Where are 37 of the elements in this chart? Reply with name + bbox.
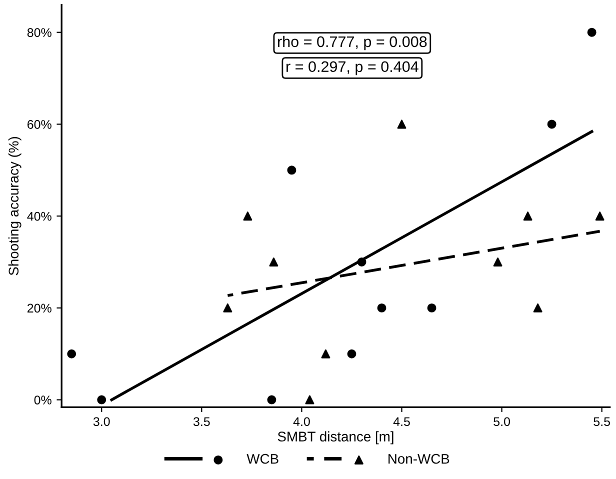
point xyxy=(523,212,532,221)
y-tick-label: 20% xyxy=(27,304,52,313)
legend-label: WCB xyxy=(246,454,278,464)
y-axis-title: Shooting accuracy (%) xyxy=(8,136,22,276)
x-tick-label: 4.5 xyxy=(393,417,410,426)
annotation: r = 0.297, p = 0.404 xyxy=(286,61,418,76)
x-axis-title: SMBT distance [m] xyxy=(278,431,394,444)
y-tick-label: 80% xyxy=(27,28,52,37)
x-tick-label: 5.0 xyxy=(494,417,510,426)
point xyxy=(493,258,502,267)
point xyxy=(347,349,356,358)
point xyxy=(97,395,106,404)
point xyxy=(547,120,556,129)
point xyxy=(267,395,276,404)
y-tick-label: 40% xyxy=(27,212,52,221)
point xyxy=(533,303,542,312)
point xyxy=(67,349,76,358)
point xyxy=(397,120,406,129)
point xyxy=(243,212,252,221)
y-tick-label: 0% xyxy=(34,396,52,404)
point xyxy=(587,28,596,37)
y-tick-label: 60% xyxy=(27,120,52,129)
point xyxy=(595,212,604,221)
point xyxy=(321,349,330,358)
point xyxy=(357,258,366,267)
legend-label: Non-WCB xyxy=(388,454,450,464)
point xyxy=(427,303,436,312)
annotation: rho = 0.777, p = 0.008 xyxy=(278,36,427,50)
point xyxy=(269,258,278,267)
point xyxy=(287,166,296,175)
point xyxy=(223,303,232,312)
point xyxy=(305,395,314,404)
x-tick-label: 3.0 xyxy=(93,417,110,426)
x-tick-label: 3.5 xyxy=(193,417,210,426)
x-tick-label: 4.0 xyxy=(293,417,310,426)
x-tick-label: 5.5 xyxy=(594,417,610,426)
point xyxy=(377,303,386,312)
